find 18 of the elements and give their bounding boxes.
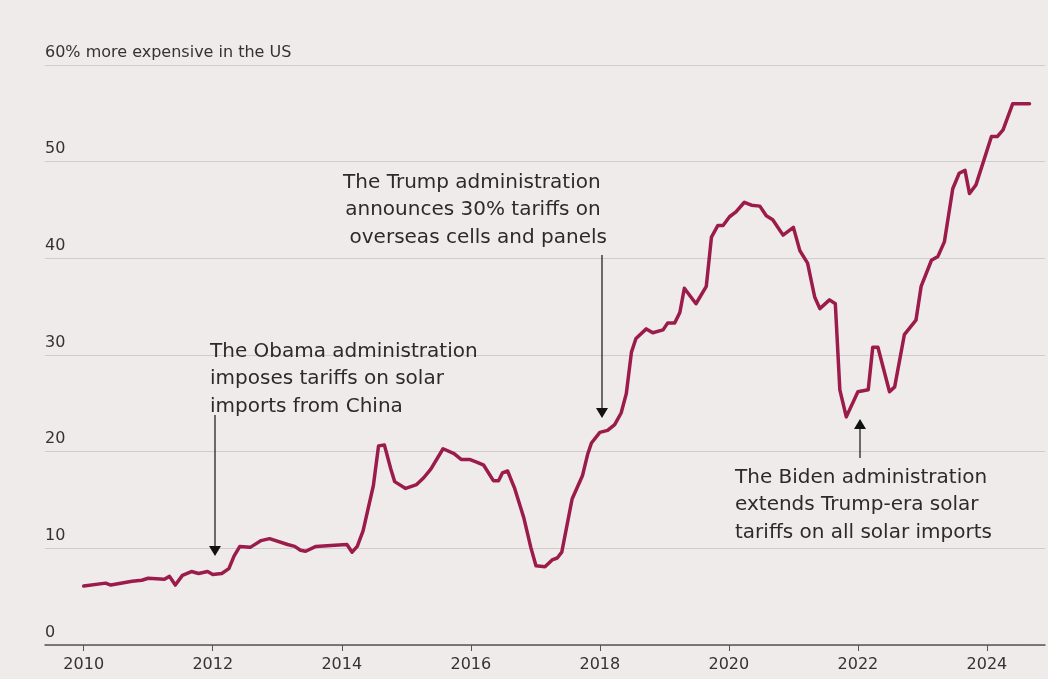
- y-tick-label: 10: [45, 524, 66, 544]
- x-tick-label: 2016: [450, 653, 492, 673]
- annotation: The Trump administration announces 30% tariffs on overseas cells and panels: [342, 168, 607, 248]
- y-tick-label: 40: [45, 234, 66, 254]
- x-tick-label: 2012: [192, 653, 234, 673]
- y-tick-label: 20: [45, 428, 66, 448]
- x-tick-label: 2024: [966, 653, 1008, 673]
- y-tick-label: 30: [45, 331, 66, 351]
- y-tick-label: 60% more expensive in the US: [45, 41, 292, 61]
- x-tick-label: 2022: [837, 653, 879, 673]
- x-tick-label: 2020: [708, 653, 750, 673]
- y-tick-label: 0: [45, 621, 56, 641]
- annotation: The Obama administration imposes tariffs on solar imports from China: [209, 337, 484, 417]
- x-tick-label: 2014: [321, 653, 363, 673]
- annotation: The Biden administration extends Trump-era solar tariffs on all solar imports: [734, 463, 994, 543]
- y-tick-label: 50: [45, 138, 66, 158]
- x-tick-label: 2018: [579, 653, 621, 673]
- x-tick-label: 2010: [63, 653, 105, 673]
